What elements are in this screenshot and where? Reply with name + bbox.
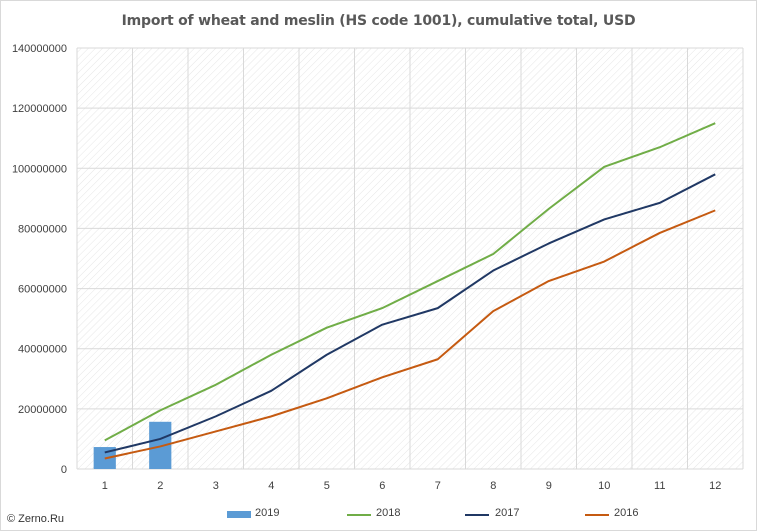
line-series-2018 xyxy=(104,122,716,442)
chart-title: Import of wheat and meslin (HS code 1001… xyxy=(121,13,636,29)
line-series-2017 xyxy=(104,173,716,454)
x-tick-label: 4 xyxy=(268,480,274,492)
bar-2019-2 xyxy=(149,421,172,469)
y-tick-label: 20000000 xyxy=(18,404,67,416)
y-tick-label: 80000000 xyxy=(18,223,67,235)
source-credit: © Zerno.Ru xyxy=(7,513,65,525)
legend-bar-swatch xyxy=(227,511,251,518)
legend: 2019 2018 2017 2016 xyxy=(1,506,756,522)
legend-item-2017: 2017 xyxy=(1,506,756,522)
x-tick-label: 6 xyxy=(379,480,385,492)
y-tick-label: 120000000 xyxy=(12,103,67,115)
x-tick-label: 11 xyxy=(654,480,665,492)
y-tick-label: 40000000 xyxy=(18,344,67,356)
legend-label: 2018 xyxy=(376,507,401,519)
y-tick-label: 0 xyxy=(61,464,67,476)
y-tick-label: 100000000 xyxy=(12,163,67,175)
x-tick-label: 8 xyxy=(490,480,496,492)
x-tick-label: 2 xyxy=(157,480,163,492)
y-tick-label: 60000000 xyxy=(18,284,67,296)
x-tick-label: 5 xyxy=(324,480,330,492)
x-tick-label: 9 xyxy=(546,480,552,492)
x-tick-label: 3 xyxy=(213,480,219,492)
x-tick-label: 12 xyxy=(709,480,721,492)
legend-line-swatch xyxy=(347,514,371,516)
x-tick-label: 1 xyxy=(102,480,108,492)
legend-line-swatch xyxy=(465,514,489,516)
x-tick-label: 7 xyxy=(435,480,441,492)
legend-item-2016: 2016 xyxy=(1,506,756,522)
legend-label: 2019 xyxy=(255,507,280,519)
legend-item-2018: 2018 xyxy=(1,506,756,522)
x-tick-label: 10 xyxy=(598,480,610,492)
line-series-2016 xyxy=(104,209,716,460)
legend-item-2019: 2019 xyxy=(1,506,756,522)
y-tick-label: 140000000 xyxy=(12,43,67,55)
legend-label: 2017 xyxy=(495,507,520,519)
legend-line-swatch xyxy=(585,514,609,516)
legend-label: 2016 xyxy=(614,507,639,519)
